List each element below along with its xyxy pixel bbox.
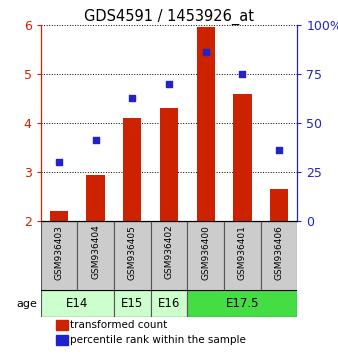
Bar xyxy=(41,290,114,318)
Bar xyxy=(196,27,215,221)
Text: GSM936401: GSM936401 xyxy=(238,225,247,280)
Bar xyxy=(77,221,114,290)
Bar xyxy=(114,290,151,318)
Text: GSM936404: GSM936404 xyxy=(91,225,100,279)
Text: GSM936405: GSM936405 xyxy=(128,225,137,280)
Bar xyxy=(224,221,261,290)
Text: GSM936403: GSM936403 xyxy=(54,225,64,280)
Bar xyxy=(160,108,178,221)
Point xyxy=(56,159,62,165)
Text: E17.5: E17.5 xyxy=(226,297,259,310)
Text: GSM936400: GSM936400 xyxy=(201,225,210,280)
Text: E14: E14 xyxy=(66,297,89,310)
Bar xyxy=(56,335,68,344)
Text: GSM936402: GSM936402 xyxy=(165,225,173,279)
Bar xyxy=(56,320,68,330)
Text: age: age xyxy=(17,299,38,309)
Point xyxy=(276,147,282,153)
Bar xyxy=(187,290,297,318)
Bar xyxy=(187,221,224,290)
Point xyxy=(93,137,98,143)
Text: E15: E15 xyxy=(121,297,143,310)
Text: GSM936406: GSM936406 xyxy=(274,225,284,280)
Bar xyxy=(151,221,187,290)
Text: transformed count: transformed count xyxy=(70,320,167,330)
Text: percentile rank within the sample: percentile rank within the sample xyxy=(70,335,246,345)
Bar xyxy=(270,189,288,221)
Title: GDS4591 / 1453926_at: GDS4591 / 1453926_at xyxy=(84,8,254,25)
Bar xyxy=(151,290,187,318)
Bar xyxy=(50,211,68,221)
Point xyxy=(203,49,209,55)
Bar xyxy=(41,221,77,290)
Bar xyxy=(114,221,151,290)
Text: E16: E16 xyxy=(158,297,180,310)
Bar xyxy=(123,118,142,221)
Point xyxy=(166,81,172,86)
Point xyxy=(129,96,135,101)
Point xyxy=(240,71,245,77)
Bar xyxy=(87,175,105,221)
Bar xyxy=(261,221,297,290)
Bar xyxy=(233,93,251,221)
